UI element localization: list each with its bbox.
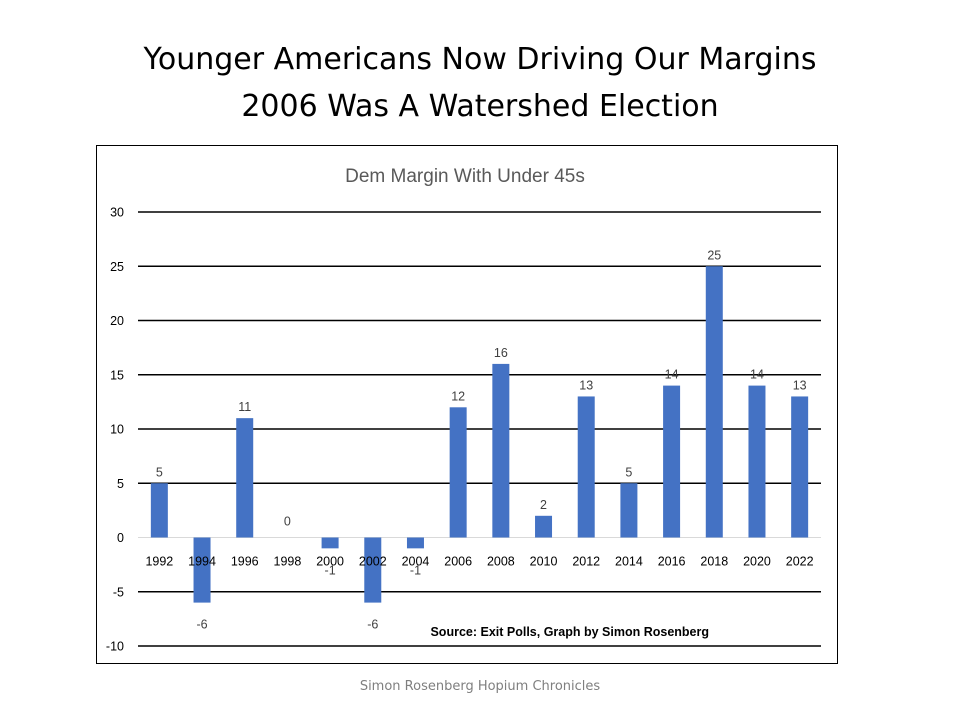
bars [150, 266, 809, 603]
y-tick-label: 30 [110, 206, 124, 220]
data-label: 11 [238, 400, 251, 414]
x-tick-label: 2014 [615, 555, 643, 569]
data-label: 2 [540, 498, 547, 512]
bar-1994 [193, 537, 211, 603]
data-label: 12 [451, 389, 465, 403]
data-label: 0 [284, 515, 291, 529]
x-tick-label: 2012 [572, 555, 600, 569]
bar-2012 [577, 396, 595, 538]
bar-1996 [236, 418, 254, 538]
x-tick-label: 1994 [188, 555, 216, 569]
bar-2004 [406, 537, 424, 549]
bar-2022 [791, 396, 809, 538]
x-tick-label: 2018 [700, 555, 728, 569]
x-tick-label: 2020 [743, 555, 771, 569]
x-tick-label: 2008 [487, 555, 515, 569]
bar-2008 [492, 363, 510, 538]
y-tick-label: 10 [110, 423, 124, 437]
bar-2006 [449, 407, 467, 538]
labels: 302520151050-5-10199251994-6199611199802… [106, 206, 814, 654]
y-tick-label: 5 [117, 477, 124, 491]
slide-title-line-2: 2006 Was A Watershed Election [241, 89, 719, 124]
bar-2002 [364, 537, 382, 603]
footer-credit: Simon Rosenberg Hopium Chronicles [359, 679, 601, 694]
x-tick-label: 2002 [359, 555, 387, 569]
bar-2000 [321, 537, 339, 549]
y-tick-label: 25 [110, 260, 124, 274]
x-tick-label: 1992 [145, 555, 173, 569]
bar-1992 [150, 483, 168, 538]
bar-2010 [535, 515, 553, 538]
bar-chart: Dem Margin With Under 45s 302520151050-5… [106, 166, 821, 654]
data-label: 13 [579, 378, 593, 392]
data-label: 14 [750, 368, 764, 382]
y-tick-label: -10 [106, 640, 124, 654]
chart-frame: Dem Margin With Under 45s 30 25 20 15 10 5 0 -5… [96, 145, 838, 664]
x-tick-label: 2016 [658, 555, 686, 569]
slide-title-line-1: Younger Americans Now Driving Our Margin… [143, 42, 817, 77]
data-label: 25 [707, 248, 721, 262]
bar-2018 [705, 266, 723, 538]
slide-title: Younger Americans Now Driving Our Margin… [0, 36, 960, 130]
data-label: -1 [410, 564, 421, 578]
data-label: -6 [196, 618, 207, 632]
x-tick-label: 2010 [530, 555, 558, 569]
bar-2016 [663, 385, 681, 538]
data-label: 5 [156, 465, 163, 479]
data-label: 14 [665, 368, 679, 382]
source-annotation: Source: Exit Polls, Graph by Simon Rosen… [430, 625, 709, 639]
x-tick-label: 2004 [402, 555, 430, 569]
y-tick-label: 0 [117, 531, 124, 545]
x-tick-label: 1996 [231, 555, 259, 569]
data-label: -6 [367, 618, 378, 632]
chart-title: Dem Margin With Under 45s [345, 166, 585, 187]
x-tick-label: 2006 [444, 555, 472, 569]
x-tick-label: 2022 [786, 555, 814, 569]
y-tick-label: -5 [113, 585, 124, 599]
y-tick-label: 20 [110, 314, 124, 328]
data-label: -1 [325, 564, 336, 578]
bar-2014 [620, 483, 638, 538]
data-label: 5 [625, 465, 632, 479]
x-tick-label: 2000 [316, 555, 344, 569]
y-tick-label: 15 [110, 368, 124, 382]
data-label: 13 [793, 378, 807, 392]
data-label: 16 [494, 346, 508, 360]
bar-2020 [748, 385, 766, 538]
x-tick-label: 1998 [274, 555, 302, 569]
